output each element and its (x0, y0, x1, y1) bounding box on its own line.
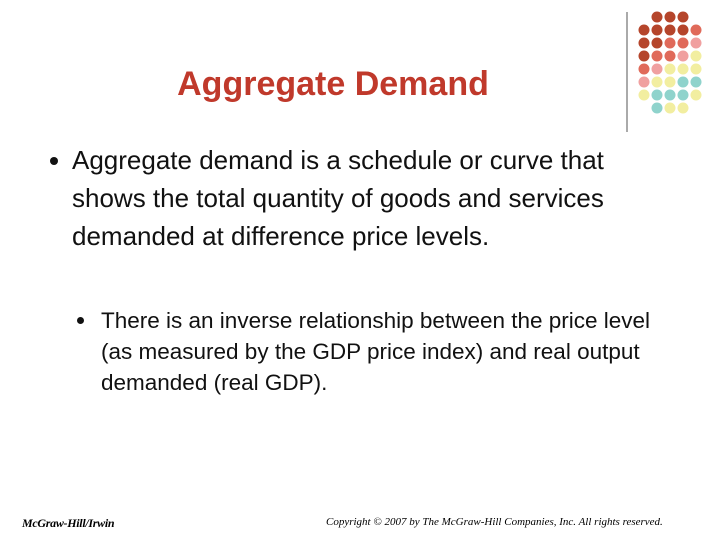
deco-dot (664, 89, 676, 101)
deco-dot (677, 37, 689, 49)
deco-dot (651, 76, 663, 88)
deco-dot (664, 37, 676, 49)
deco-dot (677, 11, 689, 23)
deco-dot (638, 63, 650, 75)
deco-dot (677, 76, 689, 88)
deco-dot (638, 50, 650, 62)
deco-dot (651, 50, 663, 62)
deco-dot (638, 37, 650, 49)
deco-dot (690, 50, 702, 62)
footer-publisher: McGraw-Hill/Irwin (22, 516, 115, 530)
deco-dot (664, 76, 676, 88)
deco-dot (690, 63, 702, 75)
footer-copyright: Copyright © 2007 by The McGraw-Hill Comp… (326, 516, 663, 528)
slide-title: Aggregate Demand (177, 65, 489, 103)
deco-dot (651, 63, 663, 75)
deco-dot (677, 89, 689, 101)
bullet-text: Aggregate demand is a schedule or curve … (72, 145, 604, 251)
deco-dot (651, 24, 663, 36)
deco-dot (638, 24, 650, 36)
deco-dot (677, 24, 689, 36)
deco-dot (651, 102, 663, 114)
sub-bullet-text: There is an inverse relationship between… (101, 308, 651, 395)
deco-dot (677, 63, 689, 75)
deco-dot (651, 11, 663, 23)
deco-dot (664, 63, 676, 75)
deco-dot (664, 50, 676, 62)
deco-dot (677, 50, 689, 62)
deco-dot (638, 76, 650, 88)
deco-dot (651, 89, 663, 101)
deco-dot (664, 11, 676, 23)
deco-dot (638, 89, 650, 101)
bullet-marker (50, 157, 58, 165)
deco-dot (664, 102, 676, 114)
deco-dot (677, 102, 689, 114)
deco-dot (690, 24, 702, 36)
deco-dot (664, 24, 676, 36)
decoration (626, 11, 702, 132)
deco-dot (690, 37, 702, 49)
deco-dot (690, 89, 702, 101)
sub-bullet-marker (77, 317, 84, 324)
deco-dot (651, 37, 663, 49)
deco-dot (690, 76, 702, 88)
